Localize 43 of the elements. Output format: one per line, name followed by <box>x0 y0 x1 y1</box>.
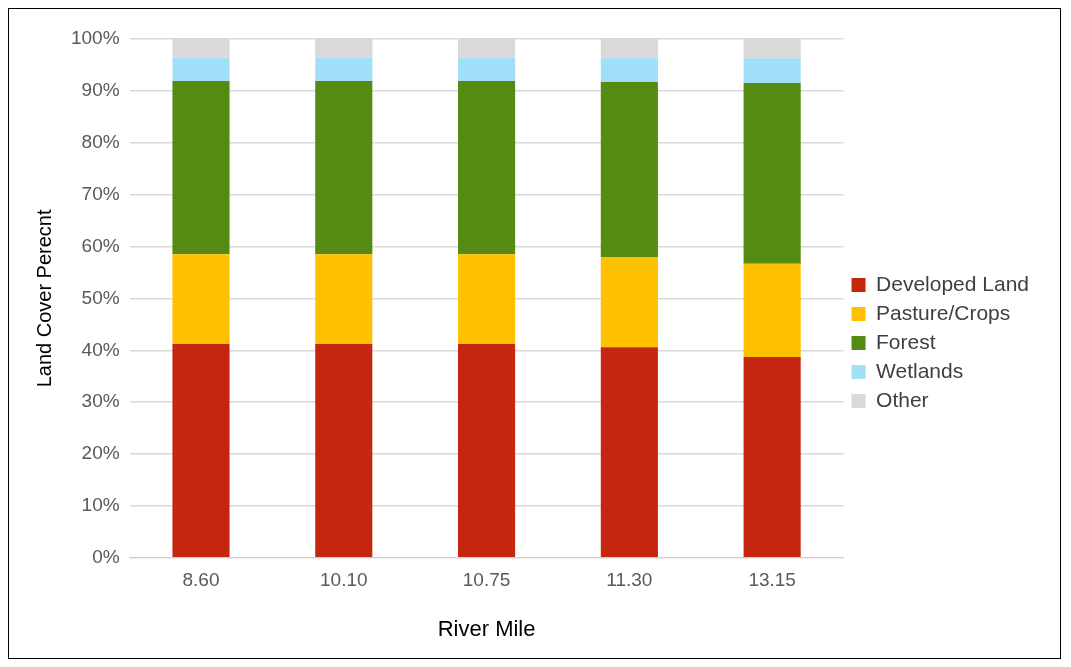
x-axis-title: River Mile <box>437 615 536 641</box>
bar <box>600 57 658 83</box>
y-axis-title: Land Cover Perecnt <box>32 209 55 388</box>
bar <box>458 57 516 82</box>
bar <box>315 57 373 82</box>
bar <box>315 81 373 255</box>
bar <box>458 254 516 345</box>
legend-label: Wetlands <box>876 358 964 382</box>
y-tick-label: 0% <box>92 546 120 568</box>
x-tick-label: 13.15 <box>748 569 796 591</box>
x-tick-label: 11.30 <box>606 569 653 591</box>
bar <box>172 254 230 345</box>
legend-label: Other <box>876 387 929 411</box>
bar <box>315 344 373 558</box>
y-tick-label: 100% <box>70 27 120 49</box>
bar <box>743 58 801 84</box>
y-tick-label: 30% <box>81 390 120 412</box>
y-tick-label: 50% <box>81 286 120 308</box>
y-tick-label: 40% <box>81 338 120 360</box>
y-tick-label: 90% <box>81 79 120 101</box>
x-tick-label: 8.60 <box>182 569 220 591</box>
bar <box>743 83 801 264</box>
bar <box>600 347 658 558</box>
bar <box>458 344 516 558</box>
y-tick-label: 10% <box>81 494 120 516</box>
bar <box>600 256 658 348</box>
legend-label: Pasture/Crops <box>876 300 1011 324</box>
y-tick-label: 80% <box>81 130 120 152</box>
bar <box>172 344 230 558</box>
bar <box>458 81 516 255</box>
bar <box>172 81 230 255</box>
y-tick-label: 70% <box>81 182 120 204</box>
bar <box>600 82 658 257</box>
x-tick-label: 10.10 <box>320 569 368 591</box>
bar <box>743 263 801 358</box>
y-tick-label: 60% <box>81 234 120 256</box>
legend-label: Forest <box>876 329 936 353</box>
legend-label: Developed Land <box>876 271 1030 295</box>
bar <box>315 254 373 345</box>
x-tick-label: 10.75 <box>462 569 511 591</box>
bar <box>172 57 230 82</box>
y-tick-label: 20% <box>81 442 120 464</box>
bar <box>743 357 801 558</box>
